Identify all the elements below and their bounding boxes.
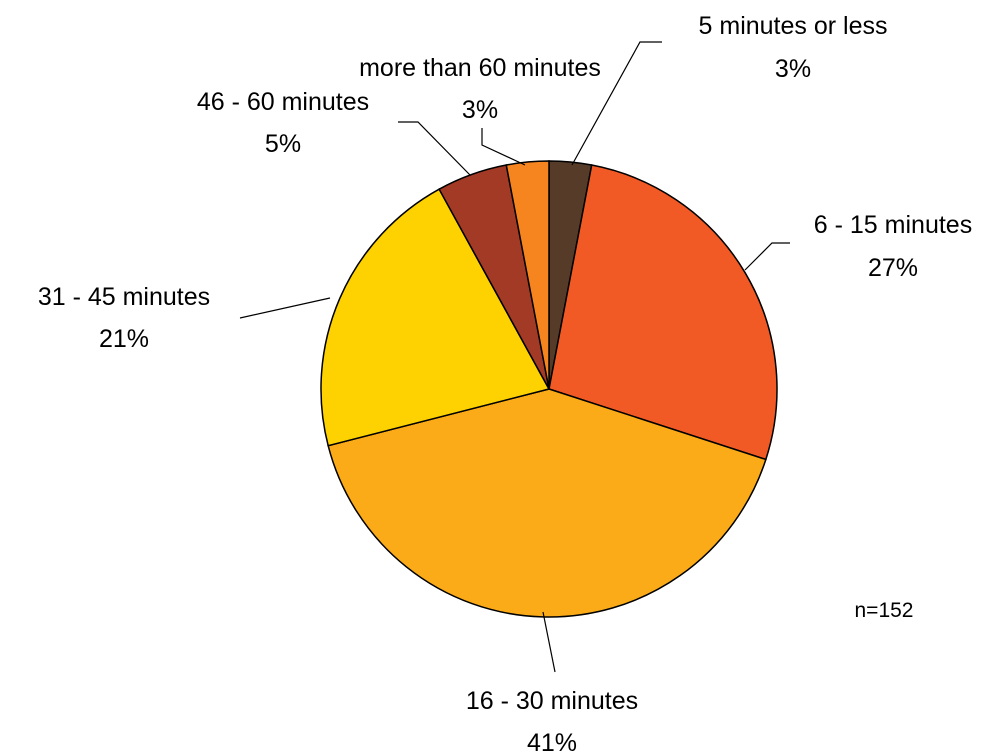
leader-lines [239,41,790,673]
leader-5-minutes-or-less [571,41,662,166]
pie-slice-more-than-60-minutes [505,160,550,390]
slice-label-name: 16 - 30 minutes [466,687,638,715]
slice-label-percent: 21% [99,325,149,353]
leader-6-15-minutes [744,242,790,271]
slice-label-name: 31 - 45 minutes [38,283,210,311]
leader-46-60-minutes [398,121,471,176]
sample-size-note: n=152 [855,599,914,622]
label-31-45-minutes: 31 - 45 minutes 21% [38,283,210,353]
slice-label-name: 46 - 60 minutes [197,88,369,116]
leader-16-30-minutes [542,611,556,673]
slice-label-percent: 3% [775,55,811,83]
label-46-60-minutes: 46 - 60 minutes 5% [197,88,369,158]
pie-slices [320,160,778,618]
slice-label-name: 5 minutes or less [699,12,888,40]
slice-label-percent: 5% [265,130,301,158]
slice-label-percent: 27% [868,254,918,282]
pie-slice-31-45-minutes [320,188,551,447]
leader-more-than-60-minutes [481,128,526,166]
label-more-than-60-minutes: more than 60 minutes 3% [359,54,601,124]
pie-slice-16-30-minutes [327,388,767,618]
slice-label-name: more than 60 minutes [359,54,601,82]
slice-label-percent: 3% [462,96,498,124]
leader-31-45-minutes [239,297,331,319]
slice-label-percent: 41% [527,729,577,755]
pie-slice-6-15-minutes [548,164,778,461]
label-6-15-minutes: 6 - 15 minutes 27% [814,211,972,282]
label-5-minutes-or-less: 5 minutes or less 3% [699,12,888,83]
label-16-30-minutes: 16 - 30 minutes 41% [466,687,638,755]
slice-label-name: 6 - 15 minutes [814,211,972,239]
